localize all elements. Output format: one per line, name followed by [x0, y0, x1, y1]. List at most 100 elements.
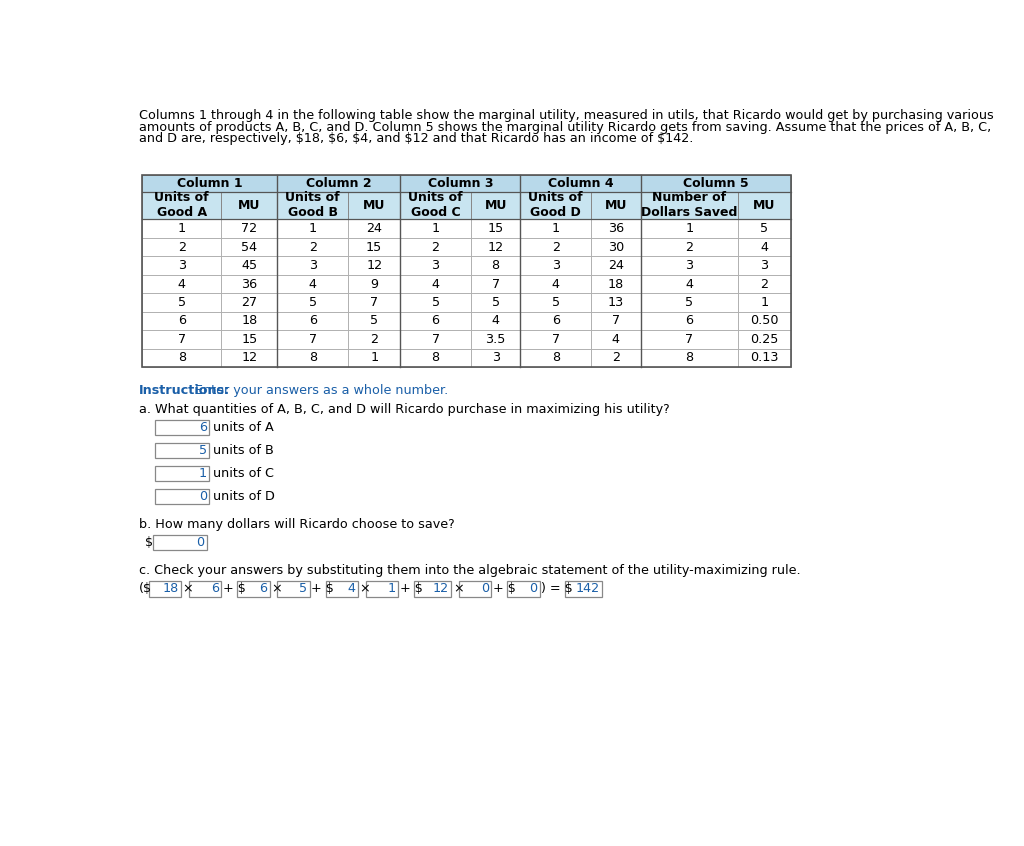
Bar: [278, 256, 348, 275]
Text: 5: 5: [552, 296, 560, 309]
Text: 7: 7: [552, 333, 560, 346]
Bar: [348, 256, 400, 275]
Text: 3: 3: [685, 259, 693, 272]
Text: 2: 2: [552, 240, 560, 254]
Text: 4: 4: [761, 240, 768, 254]
Text: 36: 36: [608, 222, 624, 235]
Text: 6: 6: [431, 315, 439, 327]
Bar: [188, 581, 221, 596]
Text: ) = $: ) = $: [542, 582, 573, 596]
Text: units of D: units of D: [213, 490, 275, 503]
Text: Units of
Good A: Units of Good A: [155, 191, 209, 219]
Text: 1: 1: [431, 222, 439, 235]
Bar: [520, 174, 641, 191]
Bar: [142, 174, 791, 367]
Bar: [221, 191, 278, 219]
Text: 8: 8: [177, 351, 185, 365]
Text: 0.13: 0.13: [751, 351, 778, 365]
Text: 0: 0: [197, 536, 205, 549]
Bar: [348, 311, 400, 330]
Bar: [738, 191, 791, 219]
Text: MU: MU: [484, 199, 507, 212]
Bar: [520, 330, 591, 349]
Bar: [238, 581, 269, 596]
Bar: [400, 238, 471, 256]
Bar: [278, 219, 348, 238]
Bar: [591, 238, 641, 256]
Bar: [591, 191, 641, 219]
Bar: [400, 174, 520, 191]
Bar: [142, 219, 221, 238]
Text: Column 5: Column 5: [683, 177, 749, 190]
Text: 1: 1: [388, 582, 396, 596]
Text: Units of
Good D: Units of Good D: [528, 191, 583, 219]
Bar: [641, 294, 738, 311]
Bar: [591, 256, 641, 275]
Bar: [155, 442, 209, 458]
Text: 6: 6: [178, 315, 185, 327]
Bar: [278, 191, 348, 219]
Bar: [278, 311, 348, 330]
Text: $: $: [145, 536, 153, 549]
Bar: [471, 294, 520, 311]
Bar: [400, 330, 471, 349]
Text: 5: 5: [431, 296, 439, 309]
Text: 18: 18: [607, 277, 624, 290]
Bar: [221, 275, 278, 294]
Bar: [471, 330, 520, 349]
Bar: [641, 330, 738, 349]
Bar: [348, 275, 400, 294]
Bar: [278, 275, 348, 294]
Text: Units of
Good B: Units of Good B: [286, 191, 340, 219]
Bar: [507, 581, 540, 596]
Text: 2: 2: [370, 333, 378, 346]
Bar: [738, 294, 791, 311]
Bar: [520, 191, 591, 219]
Bar: [738, 330, 791, 349]
Bar: [738, 219, 791, 238]
Bar: [221, 219, 278, 238]
Text: + $: + $: [311, 582, 334, 596]
Text: c. Check your answers by substituting them into the algebraic statement of the u: c. Check your answers by substituting th…: [139, 564, 801, 577]
Bar: [641, 174, 791, 191]
Text: 7: 7: [370, 296, 378, 309]
Text: 8: 8: [685, 351, 693, 365]
Text: 3: 3: [431, 259, 439, 272]
Bar: [326, 581, 358, 596]
Bar: [641, 219, 738, 238]
Text: MU: MU: [754, 199, 775, 212]
Text: 7: 7: [431, 333, 439, 346]
Text: ($: ($: [139, 582, 152, 596]
Bar: [148, 581, 181, 596]
Bar: [471, 238, 520, 256]
Text: MU: MU: [362, 199, 385, 212]
Text: 2: 2: [308, 240, 316, 254]
Bar: [564, 581, 602, 596]
Text: 24: 24: [608, 259, 624, 272]
Text: 5: 5: [370, 315, 378, 327]
Bar: [471, 219, 520, 238]
Bar: [591, 330, 641, 349]
Bar: [471, 311, 520, 330]
Bar: [348, 191, 400, 219]
Bar: [641, 256, 738, 275]
Bar: [414, 581, 452, 596]
Bar: [520, 256, 591, 275]
Bar: [278, 581, 310, 596]
Bar: [348, 219, 400, 238]
Text: 7: 7: [492, 277, 500, 290]
Bar: [142, 275, 221, 294]
Text: 142: 142: [575, 582, 599, 596]
Bar: [348, 238, 400, 256]
Bar: [591, 349, 641, 367]
Bar: [142, 330, 221, 349]
Bar: [738, 238, 791, 256]
Text: 7: 7: [611, 315, 620, 327]
Text: amounts of products A, B, C, and D. Column 5 shows the marginal utility Ricardo : amounts of products A, B, C, and D. Colu…: [139, 121, 991, 134]
Text: + $: + $: [493, 582, 516, 596]
Text: 5: 5: [299, 582, 307, 596]
Bar: [221, 311, 278, 330]
Bar: [520, 349, 591, 367]
Bar: [348, 330, 400, 349]
Bar: [278, 330, 348, 349]
